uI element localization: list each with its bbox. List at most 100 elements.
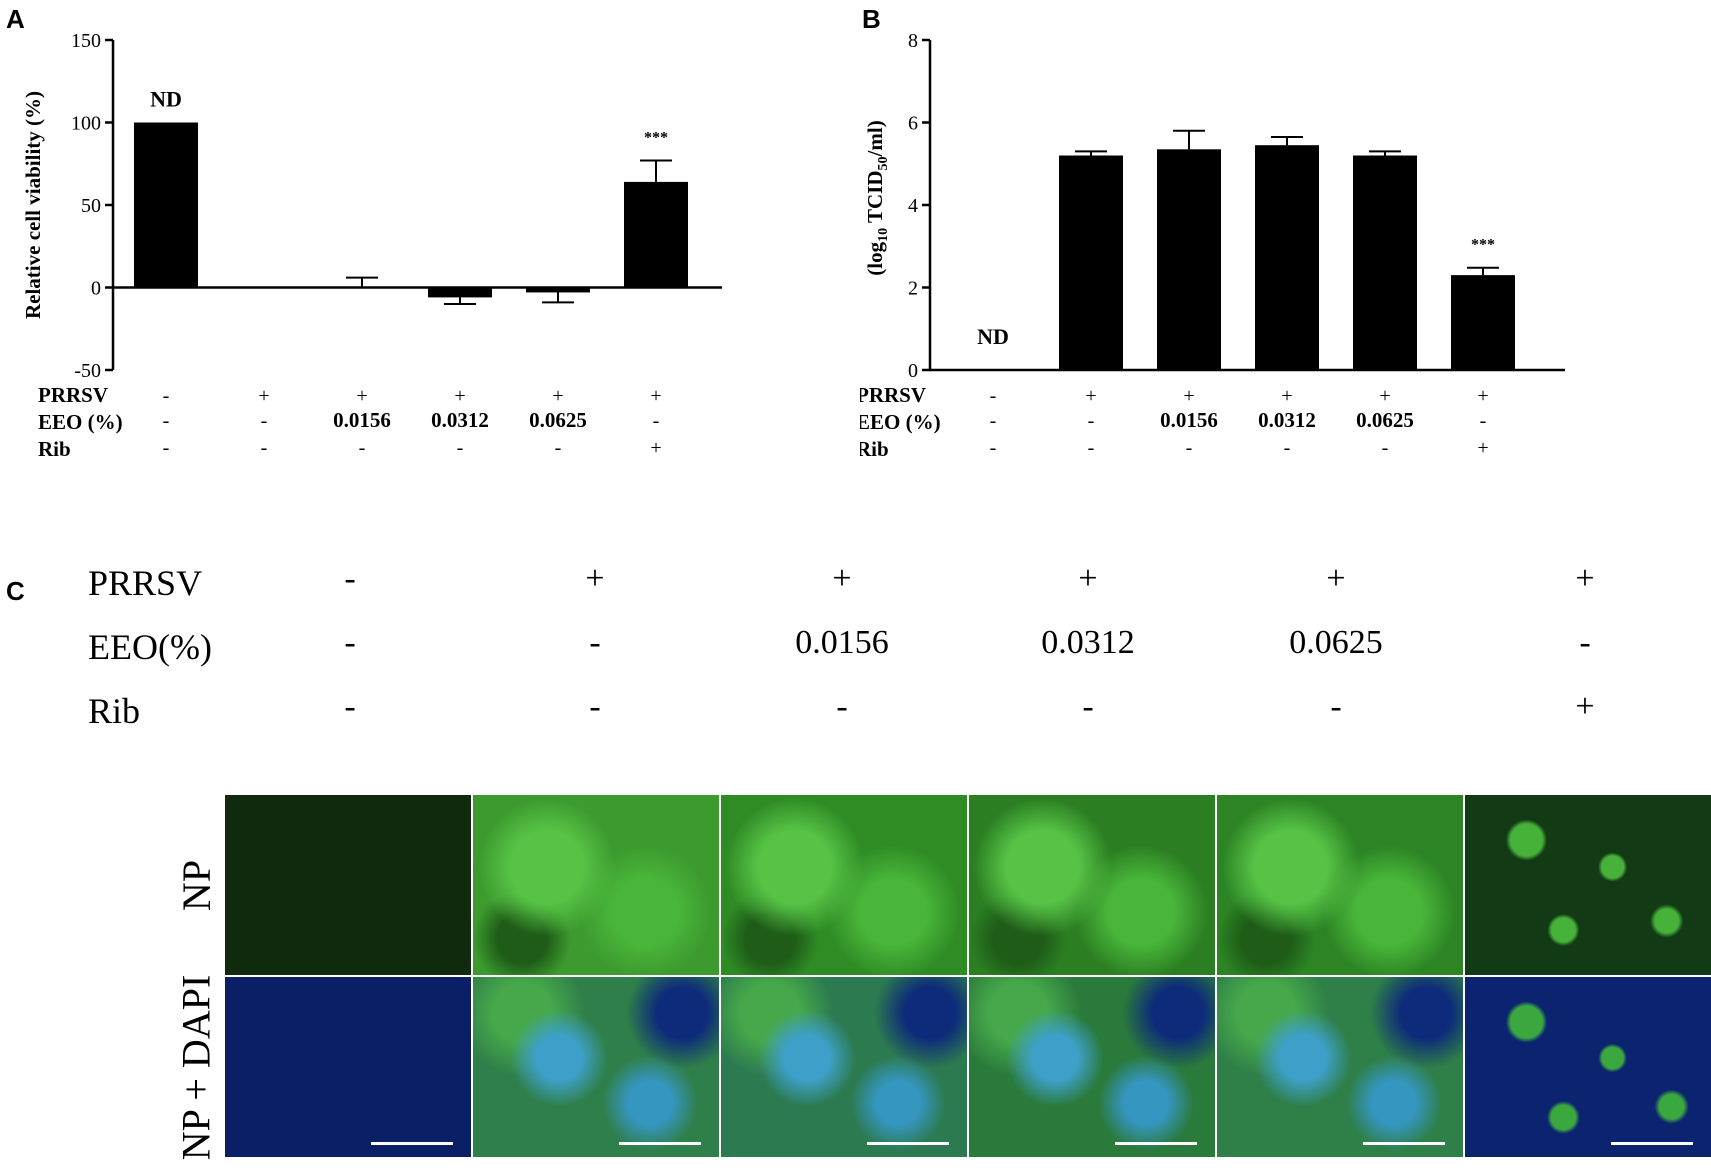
- bar: [526, 287, 590, 293]
- c-condition-value: -: [344, 560, 356, 597]
- c-condition-value: -: [1082, 688, 1094, 725]
- condition-value: -: [261, 437, 268, 459]
- c-condition-value: +: [1078, 560, 1098, 597]
- condition-value: 0.0156: [1160, 408, 1218, 432]
- panel-letter-c: C: [6, 576, 25, 606]
- micrograph-np-2: [473, 795, 719, 975]
- condition-value: -: [163, 385, 170, 407]
- condition-value: +: [1281, 385, 1292, 407]
- condition-value: +: [1379, 385, 1390, 407]
- c-condition-value: -: [589, 688, 601, 725]
- micrograph-np-dapi-6: [1465, 977, 1711, 1157]
- y-tick-label: 50: [81, 195, 101, 217]
- y-tick-label: 0: [91, 278, 101, 300]
- micrograph-np-dapi-3: [721, 977, 967, 1157]
- micrograph-np-3: [721, 795, 967, 975]
- condition-value: +: [1183, 385, 1194, 407]
- micrograph-np-dapi-1: [225, 977, 471, 1157]
- significance-annotation: ***: [644, 129, 668, 146]
- y-axis-label: Relative cell viability (%): [21, 91, 45, 319]
- condition-value: +: [454, 385, 465, 407]
- micrograph-np-5: [1217, 795, 1463, 975]
- condition-value: +: [650, 437, 661, 459]
- condition-value: -: [1088, 437, 1095, 459]
- y-tick-label: 150: [71, 30, 101, 52]
- condition-label: PRRSV: [38, 383, 108, 407]
- condition-value: -: [261, 410, 268, 432]
- condition-value: -: [457, 437, 464, 459]
- condition-value: -: [163, 410, 170, 432]
- bar: [624, 181, 688, 288]
- condition-value: +: [1477, 385, 1488, 407]
- panel-c-microscopy: PRRSV - + + + + + EEO(%) - - 0.0156 0.0312 0.0625 - Ri…: [0, 560, 1711, 1173]
- condition-value: -: [1186, 437, 1193, 459]
- condition-label: EEO (%): [38, 410, 123, 434]
- condition-label: Rib: [38, 437, 71, 461]
- y-tick-label: 8: [908, 30, 918, 52]
- micrograph-np-dapi-2: [473, 977, 719, 1157]
- micrograph-np-1: [225, 795, 471, 975]
- bar: [134, 122, 198, 288]
- scale-bar: [619, 1142, 701, 1145]
- scale-bar: [1115, 1142, 1197, 1145]
- micrograph-np-dapi-5: [1217, 977, 1463, 1157]
- c-condition-value: -: [589, 624, 601, 661]
- c-condition-value: -: [344, 688, 356, 725]
- bar: [1353, 155, 1417, 370]
- condition-value: +: [552, 385, 563, 407]
- condition-value: 0.0625: [529, 408, 587, 432]
- condition-value: -: [990, 410, 997, 432]
- bar: [1255, 145, 1319, 370]
- condition-value: -: [163, 437, 170, 459]
- c-condition-value: +: [1575, 560, 1595, 597]
- condition-value: 0.0625: [1356, 408, 1414, 432]
- c-condition-label: PRRSV: [88, 563, 203, 603]
- condition-value: +: [650, 385, 661, 407]
- bar: [428, 287, 492, 298]
- condition-value: -: [1284, 437, 1291, 459]
- condition-value: +: [356, 385, 367, 407]
- condition-label: EEO (%): [860, 410, 941, 434]
- chart-a: 150 100 50 0 -50 ND *** PRRSV - + + + + + EEO (%) - - 0.0…: [21, 30, 722, 461]
- y-tick-label: 100: [71, 113, 101, 135]
- c-condition-value: -: [1330, 688, 1342, 725]
- c-condition-value: +: [585, 560, 605, 597]
- condition-value: +: [1477, 437, 1488, 459]
- scale-bar: [867, 1142, 949, 1145]
- condition-value: -: [1480, 410, 1487, 432]
- bar: [1451, 275, 1515, 370]
- y-tick-label: 0: [908, 360, 918, 382]
- condition-value: -: [359, 437, 366, 459]
- c-condition-value: +: [1575, 688, 1595, 725]
- condition-value: +: [258, 385, 269, 407]
- nd-annotation: ND: [150, 87, 182, 112]
- condition-value: -: [1088, 410, 1095, 432]
- c-condition-value: -: [836, 688, 848, 725]
- condition-label: Rib: [860, 437, 889, 461]
- condition-value: -: [555, 437, 562, 459]
- c-condition-value: +: [832, 560, 852, 597]
- c-condition-label: Rib: [88, 691, 141, 731]
- c-condition-value: 0.0625: [1289, 624, 1383, 661]
- condition-value: 0.0156: [333, 408, 391, 432]
- nd-annotation: ND: [977, 324, 1009, 349]
- condition-value: +: [1085, 385, 1096, 407]
- c-condition-value: -: [344, 624, 356, 661]
- y-tick-label: 4: [908, 195, 918, 217]
- c-condition-value: 0.0312: [1041, 624, 1135, 661]
- c-condition-value: 0.0156: [795, 624, 889, 661]
- chart-b: 8 6 4 2 0 ND *** PRRSV - + + + + + EEO (%) - - 0.0156 0.03…: [860, 30, 1565, 461]
- scale-bar: [1363, 1142, 1445, 1145]
- micrograph-np-6: [1465, 795, 1711, 975]
- y-tick-label: 2: [908, 278, 918, 300]
- bar: [1157, 149, 1221, 370]
- c-condition-label: EEO(%): [88, 627, 212, 667]
- y-axis-label-line2: (log10 TCID50/ml): [863, 120, 891, 275]
- condition-value: -: [1382, 437, 1389, 459]
- condition-value: 0.0312: [1258, 408, 1316, 432]
- scale-bar: [371, 1142, 453, 1145]
- y-tick-label: -50: [74, 360, 101, 382]
- c-condition-value: -: [1579, 624, 1591, 661]
- micrograph-np-4: [969, 795, 1215, 975]
- condition-value: 0.0312: [431, 408, 489, 432]
